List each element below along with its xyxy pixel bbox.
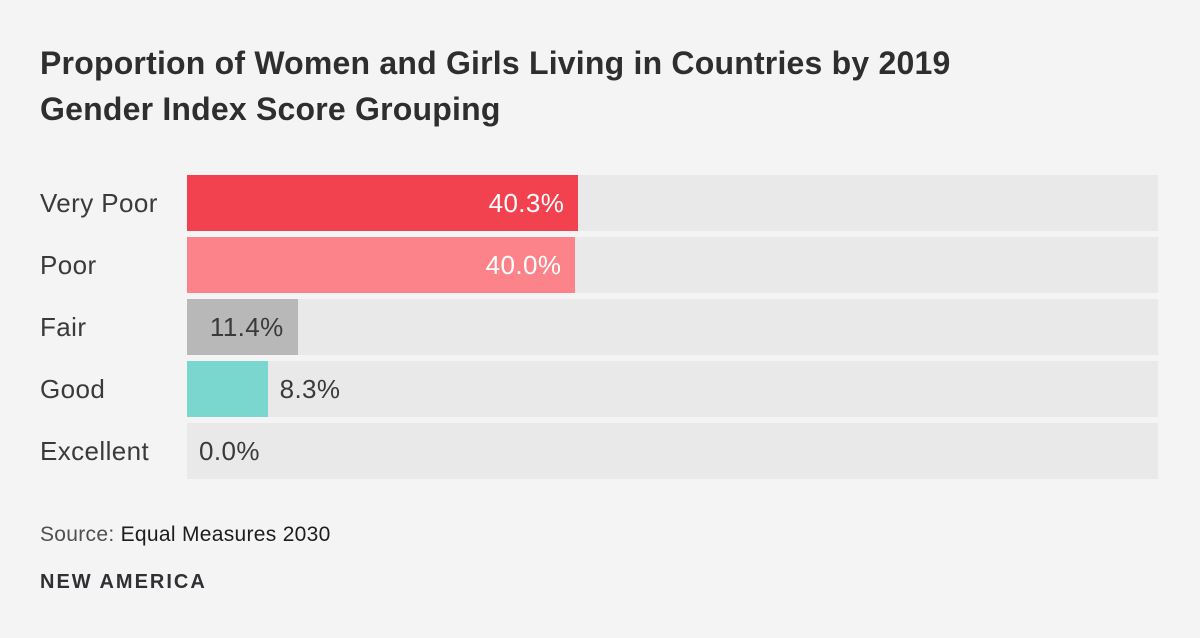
category-label-excellent: Excellent <box>40 435 150 466</box>
bar-row-poor: Poor 40.0% <box>40 237 1158 293</box>
bar-chart: Very Poor 40.3% Poor 40.0% Fair 11.4% Go… <box>40 175 1158 485</box>
value-label-poor: 40.0% <box>485 250 562 280</box>
bar-fair: 11.4% <box>187 299 298 355</box>
value-label-very-poor: 40.3% <box>488 188 565 218</box>
bar-track: 40.0% <box>187 237 1158 293</box>
bar-track: 40.3% <box>187 175 1158 231</box>
category-label-very-poor: Very Poor <box>40 187 158 218</box>
category-label-good: Good <box>40 373 106 404</box>
value-label-good: 8.3% <box>279 374 341 404</box>
bar-row-very-poor: Very Poor 40.3% <box>40 175 1158 231</box>
bar-track: 0.0% <box>187 423 1158 479</box>
value-label-excellent: 0.0% <box>199 436 260 466</box>
source-prefix: Source: <box>40 523 115 546</box>
chart-title: Proportion of Women and Girls Living in … <box>40 40 1160 132</box>
bar-row-fair: Fair 11.4% <box>40 299 1158 355</box>
bar-track: 11.4% <box>187 299 1158 355</box>
source-line: Source: Equal Measures 2030 <box>40 523 331 547</box>
bar-poor: 40.0% <box>187 237 576 293</box>
category-label-fair: Fair <box>40 311 87 342</box>
source-text: Equal Measures 2030 <box>120 523 331 546</box>
category-label-poor: Poor <box>40 249 97 280</box>
value-label-fair: 11.4% <box>209 312 284 342</box>
bar-very-poor: 40.3% <box>187 175 579 231</box>
chart-title-line2: Gender Index Score Grouping <box>40 91 501 127</box>
chart-title-line1: Proportion of Women and Girls Living in … <box>40 45 951 81</box>
bar-row-good: Good 8.3% <box>40 361 1158 417</box>
bar-track: 8.3% <box>187 361 1158 417</box>
bar-good <box>187 361 268 417</box>
new-america-logo: NEW AMERICA <box>40 571 207 593</box>
bar-row-excellent: Excellent 0.0% <box>40 423 1158 479</box>
